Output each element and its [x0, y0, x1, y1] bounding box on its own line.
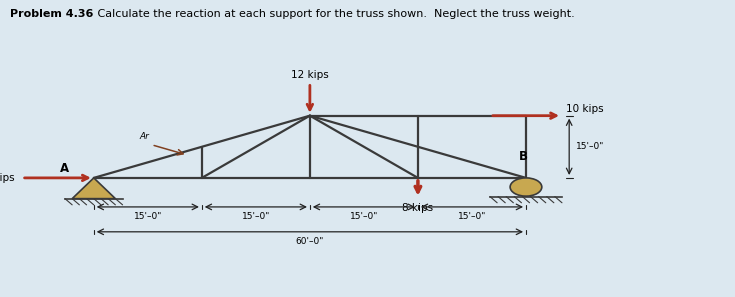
- Text: A: A: [60, 162, 68, 175]
- Text: 10 kips: 10 kips: [566, 104, 603, 114]
- Text: 12 kips: 12 kips: [291, 70, 329, 80]
- Text: 15'–0": 15'–0": [134, 212, 162, 221]
- Text: 15'–0": 15'–0": [458, 212, 486, 221]
- Text: 20 kips: 20 kips: [0, 173, 15, 183]
- Polygon shape: [72, 178, 115, 199]
- Text: 15'–0": 15'–0": [350, 212, 378, 221]
- Text: B: B: [519, 150, 528, 163]
- Text: Ar: Ar: [139, 132, 149, 140]
- Text: Calculate the reaction at each support for the truss shown.  Neglect the truss w: Calculate the reaction at each support f…: [94, 9, 575, 19]
- Text: Problem 4.36: Problem 4.36: [10, 9, 93, 19]
- Text: 60'–0": 60'–0": [295, 237, 324, 246]
- Text: 15'–0": 15'–0": [242, 212, 270, 221]
- Text: 8 kips: 8 kips: [402, 203, 434, 213]
- Text: 15'–0": 15'–0": [576, 142, 605, 151]
- Circle shape: [510, 178, 542, 196]
